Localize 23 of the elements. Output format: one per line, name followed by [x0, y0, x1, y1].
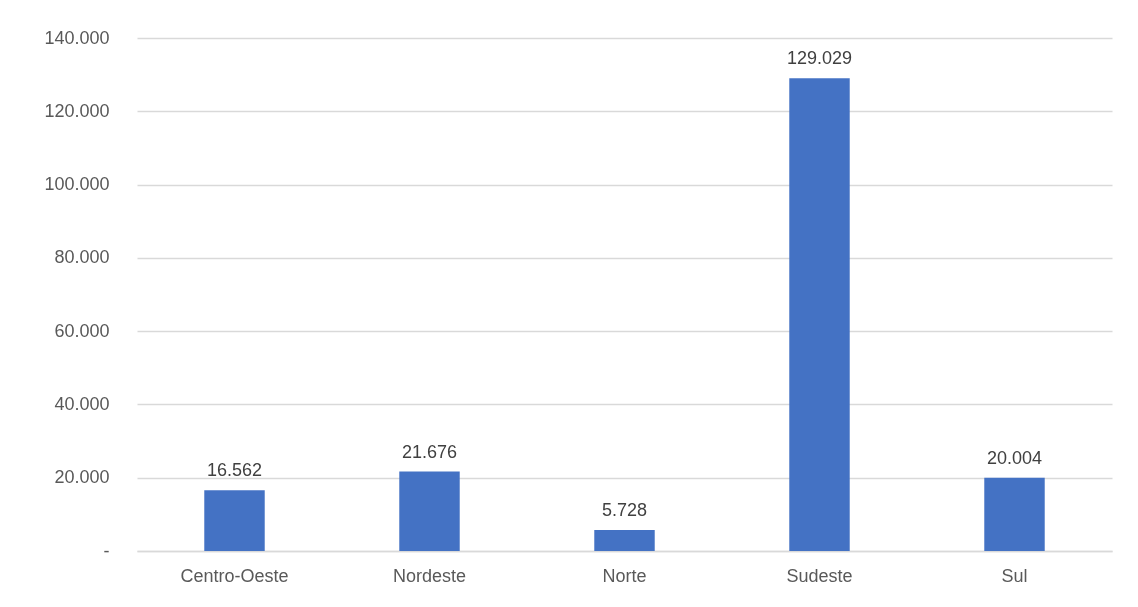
- data-label: 16.562: [206, 460, 263, 481]
- x-tick-label: Sul: [1001, 565, 1028, 586]
- data-label: 20.004: [986, 447, 1043, 468]
- bar: [204, 490, 265, 551]
- y-tick-label: -: [103, 540, 110, 561]
- y-tick-label: 80.000: [54, 247, 110, 268]
- y-tick-label: 140.000: [44, 27, 110, 48]
- bar: [789, 78, 850, 551]
- y-tick-label: 120.000: [44, 100, 110, 121]
- x-tick-label: Norte: [602, 565, 647, 586]
- x-tick-label: Centro-Oeste: [180, 565, 289, 586]
- data-label: 21.676: [401, 441, 458, 462]
- y-tick-label: 20.000: [54, 467, 110, 488]
- x-tick-label: Nordeste: [392, 565, 467, 586]
- x-tick-label: Sudeste: [786, 565, 853, 586]
- y-tick-label: 40.000: [54, 393, 110, 414]
- bar: [399, 471, 460, 551]
- y-tick-label: 60.000: [54, 320, 110, 341]
- bar: [984, 477, 1045, 551]
- bar: [594, 530, 655, 551]
- data-label: 5.728: [601, 500, 648, 521]
- y-tick-label: 100.000: [44, 174, 110, 195]
- data-label: 129.029: [786, 48, 853, 69]
